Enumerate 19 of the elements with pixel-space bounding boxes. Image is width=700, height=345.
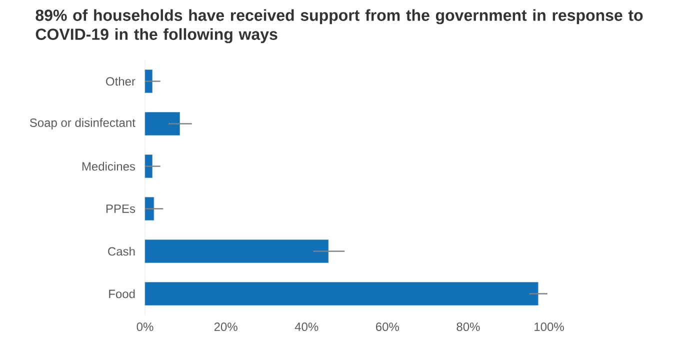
y-tick-label: Medicines [82, 162, 136, 171]
x-tick-label: 40% [294, 322, 318, 332]
x-tick-label: 0% [136, 322, 154, 332]
y-tick-label: Other [106, 76, 136, 86]
chart-title: 89% of households have received support from the government in response to COVID-19 in the following ways [36, 9, 643, 44]
bar [144, 154, 152, 178]
x-tick-label: 100% [534, 322, 564, 332]
bar [144, 197, 154, 220]
x-tick-label: 80% [456, 322, 480, 332]
y-tick-label: Food [109, 289, 135, 298]
bar [144, 112, 180, 136]
bar [144, 70, 152, 93]
x-tick-label: 60% [376, 322, 399, 332]
y-tick-label: Soap or disinfectant [30, 118, 136, 130]
bar [144, 240, 329, 263]
y-tick-label: PPEs [106, 204, 136, 213]
bar [144, 282, 538, 306]
y-tick-label: Cash [108, 246, 135, 256]
x-tick-label: 20% [214, 322, 238, 332]
